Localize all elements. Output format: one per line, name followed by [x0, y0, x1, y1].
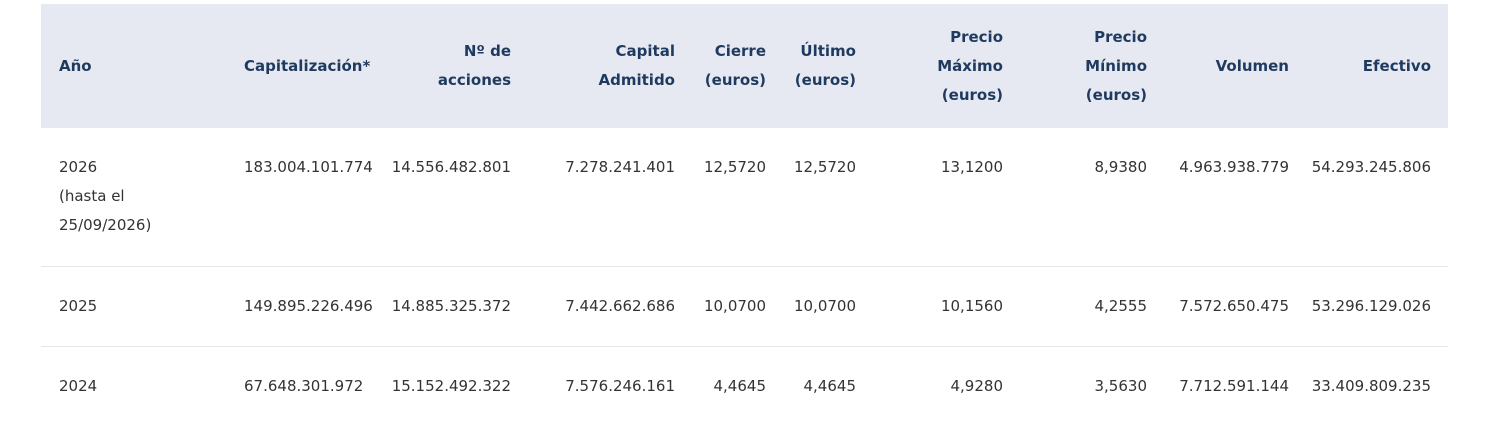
data-cell: 15.152.492.322	[391, 376, 511, 395]
header-background	[41, 4, 1448, 128]
row-separator	[41, 346, 1448, 347]
header-line: Último	[800, 42, 856, 60]
header-line: Cierre	[714, 42, 766, 60]
header-line: (euros)	[941, 85, 1003, 104]
data-cell: 8,9380	[1094, 157, 1148, 176]
data-cell: 12,5720	[793, 157, 856, 176]
data-cell: 10,1560	[940, 296, 1003, 315]
data-cell: 149.895.226.496	[244, 296, 373, 315]
row-separator	[41, 266, 1448, 267]
column-header: Volumen	[1216, 52, 1289, 81]
header-line: Capitalización*	[244, 56, 371, 75]
header-line: (euros)	[1085, 85, 1147, 104]
data-cell: 7.576.246.161	[565, 376, 675, 395]
column-header: Año	[59, 52, 92, 81]
data-cell: 3,5630	[1094, 376, 1148, 395]
cell-line: (hasta el	[59, 186, 125, 205]
data-cell: 10,0700	[793, 296, 856, 315]
column-header: Nº de acciones	[438, 37, 511, 95]
data-cell: 7.572.650.475	[1179, 296, 1289, 315]
data-cell: 4,2555	[1094, 296, 1148, 315]
column-header: Cierre (euros)	[705, 37, 766, 95]
data-cell: 13,1200	[940, 157, 1003, 176]
header-line: Mínimo	[1085, 56, 1147, 75]
year-cell: 2024	[59, 372, 97, 401]
header-line: (euros)	[704, 71, 766, 89]
column-header: Precio Máximo (euros)	[937, 23, 1003, 110]
data-cell: 7.442.662.686	[565, 296, 675, 315]
header-line: Precio	[950, 27, 1003, 46]
column-header: Efectivo	[1363, 52, 1431, 81]
header-line: Efectivo	[1362, 56, 1431, 75]
cell-line: 25/09/2026)	[59, 215, 152, 234]
data-cell: 12,5720	[703, 157, 766, 176]
data-cell: 4,9280	[950, 376, 1004, 395]
data-cell: 67.648.301.972	[244, 376, 364, 395]
data-cell: 14.556.482.801	[391, 157, 511, 176]
data-cell: 14.885.325.372	[391, 296, 511, 315]
year-cell: 2026 (hasta el 25/09/2026)	[59, 153, 151, 240]
cell-line: 2026	[59, 157, 98, 176]
column-header: Capital Admitido	[599, 37, 675, 95]
data-cell: 4,4645	[713, 376, 767, 395]
header-line: Año	[59, 56, 92, 75]
data-cell: 183.004.101.774	[244, 157, 373, 176]
column-header: Capitalización*	[244, 52, 370, 81]
header-line: (euros)	[794, 71, 856, 89]
header-line: Nº de	[463, 42, 511, 60]
cell-line: 2025	[59, 296, 98, 315]
data-cell: 33.409.809.235	[1311, 376, 1431, 395]
column-header: Último (euros)	[795, 37, 856, 95]
header-line: Admitido	[598, 71, 675, 89]
data-cell: 7.278.241.401	[565, 157, 675, 176]
data-cell: 54.293.245.806	[1311, 157, 1431, 176]
data-cell: 7.712.591.144	[1179, 376, 1289, 395]
cell-line: 2024	[59, 376, 98, 395]
data-cell: 10,0700	[703, 296, 766, 315]
header-line: Máximo	[937, 56, 1003, 75]
header-line: Volumen	[1215, 56, 1289, 75]
data-cell: 53.296.129.026	[1311, 296, 1431, 315]
data-cell: 4,4645	[803, 376, 857, 395]
year-cell: 2025	[59, 292, 97, 321]
header-line: acciones	[437, 71, 511, 89]
data-cell: 4.963.938.779	[1179, 157, 1289, 176]
column-header: Precio Mínimo (euros)	[1085, 23, 1147, 110]
header-line: Capital	[615, 42, 675, 60]
header-line: Precio	[1094, 27, 1147, 46]
